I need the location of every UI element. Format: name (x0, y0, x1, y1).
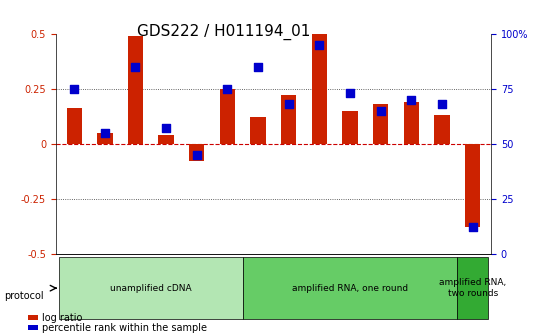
Text: GDS222 / H011194_01: GDS222 / H011194_01 (137, 24, 310, 40)
Bar (128, 36, 143, 144)
Point (376, 108, 385, 113)
Point (315, 42, 324, 47)
Point (284, 101, 293, 107)
Text: protocol: protocol (4, 291, 44, 301)
Point (223, 86, 232, 91)
Bar (465, 144, 480, 227)
Text: percentile rank within the sample: percentile rank within the sample (42, 323, 207, 333)
Bar (220, 89, 235, 144)
Point (254, 64, 263, 69)
Text: log ratio: log ratio (42, 312, 82, 323)
FancyBboxPatch shape (243, 257, 458, 319)
Point (70, 86, 79, 91)
Text: unamplified cDNA: unamplified cDNA (110, 284, 191, 293)
Point (407, 97, 416, 102)
Bar (312, 34, 327, 144)
Point (193, 152, 201, 157)
Point (437, 101, 446, 107)
Bar (281, 95, 296, 144)
Text: amplified RNA,
two rounds: amplified RNA, two rounds (439, 279, 506, 298)
Bar (373, 104, 388, 144)
Point (345, 90, 354, 96)
Point (100, 130, 109, 135)
Bar (251, 117, 266, 144)
Point (162, 126, 171, 131)
Bar (97, 133, 113, 144)
Bar (158, 135, 174, 144)
Bar (66, 109, 82, 144)
FancyBboxPatch shape (59, 257, 243, 319)
Text: amplified RNA, one round: amplified RNA, one round (292, 284, 408, 293)
Bar (189, 144, 204, 161)
Bar (403, 102, 419, 144)
Point (131, 64, 140, 69)
Bar (434, 115, 450, 144)
Point (468, 225, 477, 230)
FancyBboxPatch shape (458, 257, 488, 319)
Bar (343, 111, 358, 144)
